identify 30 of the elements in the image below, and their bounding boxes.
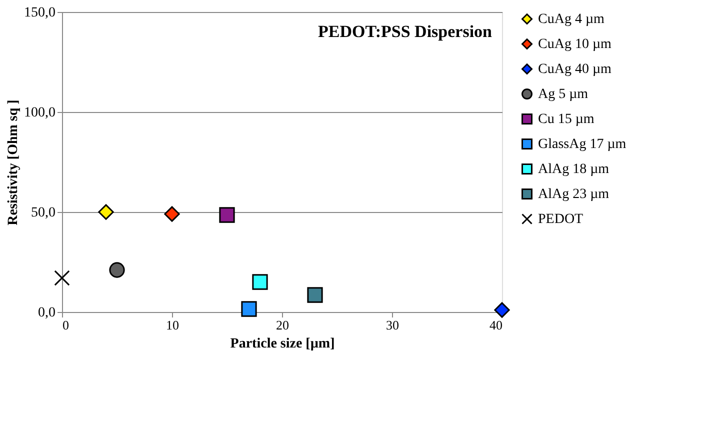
x-axis-title: Particle size [µm] <box>230 336 335 352</box>
point <box>241 301 257 317</box>
legend-label: CuAg 10 µm <box>538 37 612 52</box>
x-tick-label: 10 <box>166 318 179 332</box>
y-tick-label: 100,0 <box>24 106 56 120</box>
point <box>164 206 180 222</box>
y-axis-title: Resistivity [Ohm sq ] <box>6 100 21 226</box>
y-tick-label: 0,0 <box>38 306 56 320</box>
legend-label: CuAg 4 µm <box>538 12 605 27</box>
point <box>109 262 125 278</box>
text: PEDOT:PSS Dispersion <box>318 22 493 41</box>
legend-label: Cu 15 µm <box>538 112 594 127</box>
legend-label: AlAg 23 µm <box>538 187 610 202</box>
legend-label: PEDOT <box>538 212 584 227</box>
legend-label: GlassAg 17 µm <box>538 137 626 152</box>
point <box>494 302 510 318</box>
point <box>219 207 235 223</box>
legend-label: Ag 5 µm <box>538 87 588 102</box>
x-tick-label: 20 <box>276 318 289 332</box>
legend-label: AlAg 18 µm <box>538 162 610 177</box>
point <box>307 287 323 303</box>
y-tick-label: 150,0 <box>24 6 56 20</box>
point <box>54 270 70 286</box>
x-tick-label: 0 <box>62 318 69 332</box>
point <box>252 274 268 290</box>
x-tick-label: 40 <box>490 318 502 332</box>
legend-label: CuAg 40 µm <box>538 62 612 77</box>
x-tick-label: 30 <box>386 318 399 332</box>
point <box>98 204 114 220</box>
y-tick-label: 50,0 <box>31 206 56 220</box>
